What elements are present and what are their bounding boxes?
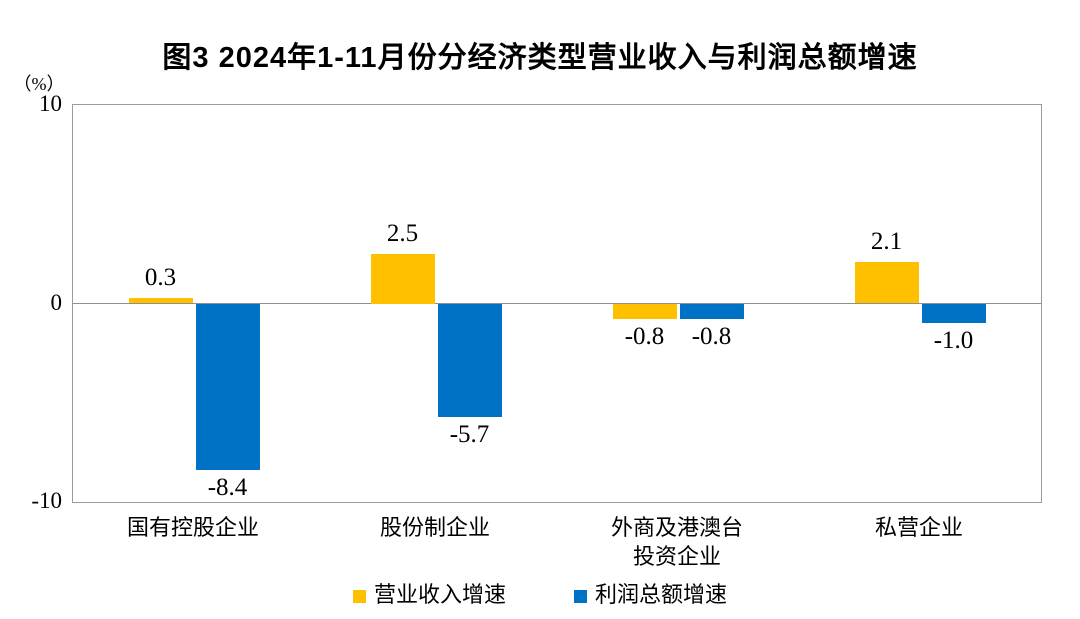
- bar-value-label: -5.7: [449, 420, 490, 448]
- legend-item-revenue: 营业收入增速: [352, 582, 506, 608]
- bar-revenue-group3: [854, 261, 919, 304]
- chart-title: 图3 2024年1-11月份分经济类型营业收入与利润总额增速: [162, 42, 918, 74]
- bar-profit-group2: [679, 303, 744, 320]
- legend-item-profit: 利润总额增速: [574, 582, 727, 608]
- plot-area: 0.3 2.5 -0.8 2.1 -8.4 -5.7 -0.8 -1.0: [72, 104, 1042, 503]
- bar-value-label: 2.5: [386, 219, 419, 247]
- legend-label-profit: 利润总额增速: [595, 582, 728, 607]
- bar-value-label: 2.1: [870, 227, 903, 255]
- y-axis-tick-label: 0: [50, 289, 63, 315]
- x-axis-category-label: 股份制企业: [379, 515, 490, 540]
- x-axis-category-label: 国有控股企业: [126, 515, 259, 540]
- legend-label-revenue: 营业收入增速: [373, 582, 506, 607]
- zero-line: [73, 303, 1041, 304]
- bar-value-label: -0.8: [624, 323, 665, 351]
- y-axis-tick-label: -10: [31, 488, 62, 513]
- bar-profit-group3: [921, 303, 986, 324]
- bar-value-label: -8.4: [207, 474, 248, 502]
- legend-swatch-profit: [574, 589, 587, 603]
- x-axis-category-label: 私营企业: [874, 515, 963, 540]
- bar-revenue-group0: [128, 297, 193, 304]
- bar-revenue-group1: [370, 253, 435, 304]
- x-axis-category-label: 外商及港澳台 投资企业: [610, 515, 743, 569]
- bar-value-label: 0.3: [144, 263, 177, 291]
- legend: 营业收入增速 利润总额增速: [0, 582, 1080, 608]
- bar-revenue-group2: [612, 303, 677, 320]
- legend-swatch-revenue: [352, 589, 366, 603]
- bar-profit-group1: [437, 303, 502, 417]
- y-axis-tick-label: 10: [39, 91, 62, 116]
- y-axis-unit-label: （%）: [13, 74, 65, 94]
- bar-value-label: -0.8: [691, 323, 732, 351]
- bar-value-label: -1.0: [933, 327, 974, 355]
- bar-profit-group0: [195, 303, 260, 471]
